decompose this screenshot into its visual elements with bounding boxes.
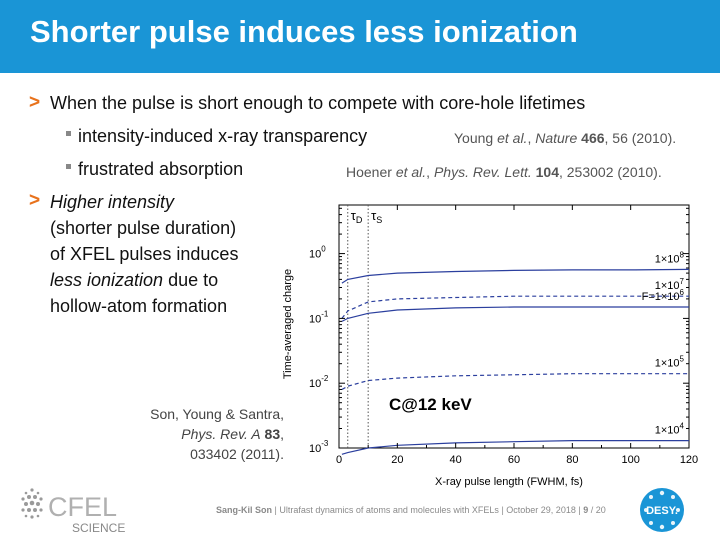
series-line-4 [341, 440, 689, 455]
x-tick-label: 20 [391, 454, 403, 466]
series-label-2: F=1×106 [642, 288, 685, 303]
bullet-main-2: Higher intensity (shorter pulse duration… [50, 192, 239, 316]
citation-son: Son, Young & Santra, Phys. Rev. A 83, 03… [150, 406, 284, 462]
x-tick-label: 80 [566, 454, 578, 466]
series-line-1 [341, 295, 689, 319]
desy-logo-text: DESY. [646, 505, 678, 517]
x-tick-label: 100 [621, 454, 639, 466]
series-label-1: 1×107 [655, 277, 685, 292]
y-tick-label: 100 [309, 245, 326, 261]
desy-logo: DESY. [640, 488, 684, 532]
bullet-main-1: When the pulse is short enough to compet… [50, 93, 586, 113]
x-tick-label: 40 [450, 454, 462, 466]
series-line-3 [341, 373, 689, 391]
cfel-science-logo: CFEL SCIENCE [21, 488, 125, 535]
cfel-logo-text: CFEL [48, 492, 117, 522]
sub-bullet-2: frustrated absorption [78, 159, 244, 179]
y-tick-label: 10-3 [309, 439, 329, 455]
y-tick-label: 10-2 [309, 374, 329, 390]
series-label-4: 1×104 [655, 422, 685, 437]
footer: Sang-Kil Son | Ultrafast dynamics of ato… [216, 505, 606, 515]
square-bullet-icon [66, 164, 71, 169]
arrow-bullet-icon: > [29, 92, 41, 113]
x-tick-label: 120 [680, 454, 698, 466]
chart-annotation: C@12 keV [389, 395, 472, 414]
x-tick-label: 0 [336, 454, 342, 466]
cfel-science-text: SCIENCE [72, 521, 125, 535]
reference-young: Young et al., Nature 466, 56 (2010). [454, 130, 677, 146]
arrow-bullet-icon: > [29, 190, 41, 211]
ionization-chart: τD τS 0 20 40 60 80 100 120 100 10-1 10-2 10-3 1×1… [282, 204, 698, 488]
x-axis-label: X-ray pulse length (FWHM, fs) [435, 476, 583, 488]
y-axis-label: Time-averaged charge [282, 269, 294, 379]
vline-label: τS [371, 208, 382, 225]
x-tick-label: 60 [508, 454, 520, 466]
vline-label: τD [351, 208, 363, 225]
series-label-3: 1×105 [655, 355, 685, 370]
series-label-0: 1×108 [655, 250, 685, 265]
sub-bullet-1: intensity-induced x-ray transparency [78, 126, 368, 146]
reference-hoener: Hoener et al., Phys. Rev. Lett. 104, 253… [346, 164, 662, 180]
series-line-0 [341, 268, 690, 284]
slide-header: Shorter pulse induces less ionization [0, 0, 720, 73]
series-line-2 [341, 306, 689, 322]
slide-title: Shorter pulse induces less ionization [30, 14, 578, 49]
square-bullet-icon [66, 131, 71, 136]
y-tick-label: 10-1 [309, 309, 329, 325]
